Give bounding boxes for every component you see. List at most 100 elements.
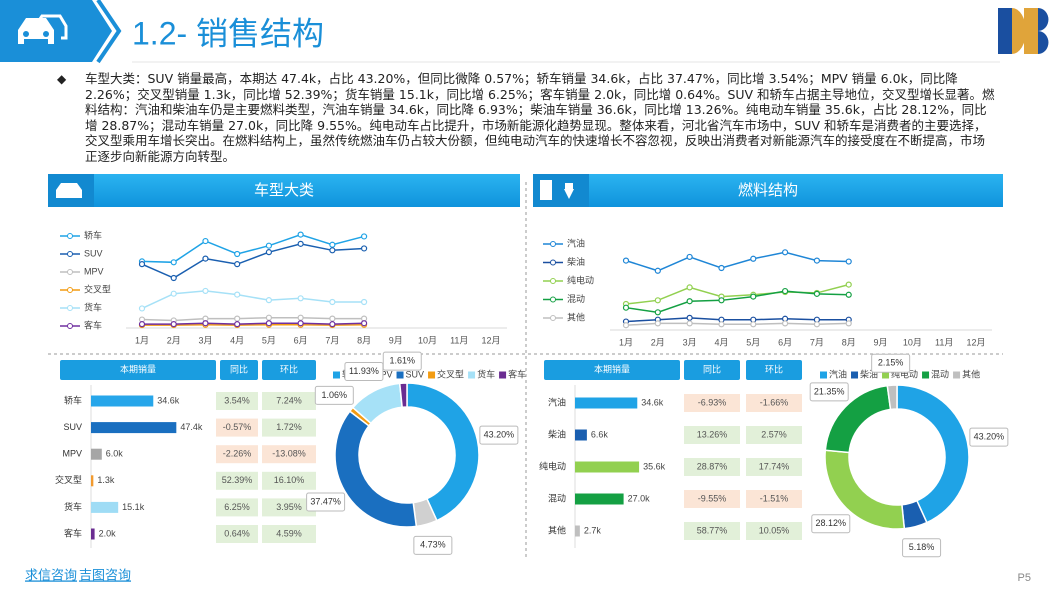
legend-label: MPV [84,266,104,276]
pie-slice [406,382,480,522]
table-header [684,360,740,380]
legend-marker [550,296,556,303]
table-header-text: 环比 [280,363,298,374]
table-cell [684,458,740,476]
legend-marker [550,241,556,247]
data-point [170,274,177,282]
legend-label: 其他 [567,311,585,322]
legend-swatch [882,371,890,379]
x-tick-label: 6月 [778,337,792,347]
fuel-icon [540,180,574,200]
table-cell [216,392,258,410]
legend-swatch [851,371,859,379]
label-box [479,425,519,445]
table-cell [262,445,316,464]
table-cell-text: 1.72% [276,422,302,432]
data-point [265,314,273,321]
table-cell [746,490,802,508]
series-line [142,322,365,325]
value-label: 35.6k [643,461,666,471]
label-box [306,492,346,512]
table-header [544,360,680,380]
x-tick-label: 10月 [903,337,922,347]
legend-swatch [953,371,961,379]
value-label: 27.0k [628,493,651,503]
footer-link[interactable]: 吉图咨询 [79,567,131,582]
x-tick-label: 11月 [450,335,468,345]
x-tick-label: 3月 [198,335,212,345]
data-point [654,320,661,327]
x-tick-label: 10月 [418,335,437,345]
data-point [718,264,725,272]
bar [575,525,580,537]
table-cell [262,498,316,517]
x-tick-label: 3月 [683,337,697,347]
table-cell-text: 0.64% [224,528,250,538]
table-cell-text: -6.93% [698,397,727,407]
data-point [297,295,304,302]
data-point [138,321,146,328]
legend-label: 汽油 [567,237,585,248]
data-point [360,298,368,306]
page-number: P5 [1018,572,1031,584]
value-label: 2.7k [584,525,602,535]
data-point [329,321,336,328]
data-point [234,315,241,322]
table-cell [684,394,740,412]
legend-marker [67,323,73,329]
slice-label: 28.12% [816,518,847,528]
legend-marker [550,315,556,321]
label-box [344,361,384,381]
series-line [141,243,365,279]
data-point [781,249,789,256]
data-point [360,233,368,240]
series-line [141,233,365,264]
row-label: 客车 [64,527,82,538]
bar [91,448,102,460]
footer-link[interactable]: 求信咨询 [25,567,77,582]
row-label: 轿车 [64,394,82,405]
data-point [265,242,273,249]
slice-label: 5.18% [909,542,935,552]
legend-label: 柴油 [567,256,585,267]
data-point [234,291,241,298]
series-line [625,290,849,314]
logo [998,8,1049,54]
data-point [329,241,336,248]
table-cell [262,392,316,410]
x-tick-label: 11月 [935,337,953,347]
data-point [686,298,693,305]
data-point [686,320,693,327]
table-cell-text: 52.39% [222,475,253,485]
data-point [265,320,273,327]
value-label: 15.1k [122,502,145,512]
data-point [329,298,336,306]
panel-title: 车型大类 [254,182,314,199]
legend-label: 混动 [931,369,949,379]
data-point [170,259,177,266]
data-point [622,304,630,311]
row-label: 柴油 [548,428,566,439]
legend-label: SUV [406,369,425,379]
legend-swatch [333,371,340,379]
table-cell [746,458,802,476]
data-point [265,297,273,304]
data-point [170,321,177,328]
car-icon [18,14,68,44]
table-cell [216,445,258,464]
row-label: 汽油 [548,396,566,407]
table-cell [216,498,258,517]
x-tick-label: 4月 [714,337,728,347]
table-cell [262,471,316,490]
data-point [297,314,304,321]
legend-label: 交叉型 [84,283,111,294]
data-point [845,320,852,327]
data-point [781,287,789,295]
slice-label: 1.61% [389,355,415,365]
data-point [813,257,821,264]
table-cell-text: 4.59% [276,528,302,538]
label-box [314,385,354,405]
data-point [654,297,661,304]
table-header-text: 本期销量 [594,363,630,374]
